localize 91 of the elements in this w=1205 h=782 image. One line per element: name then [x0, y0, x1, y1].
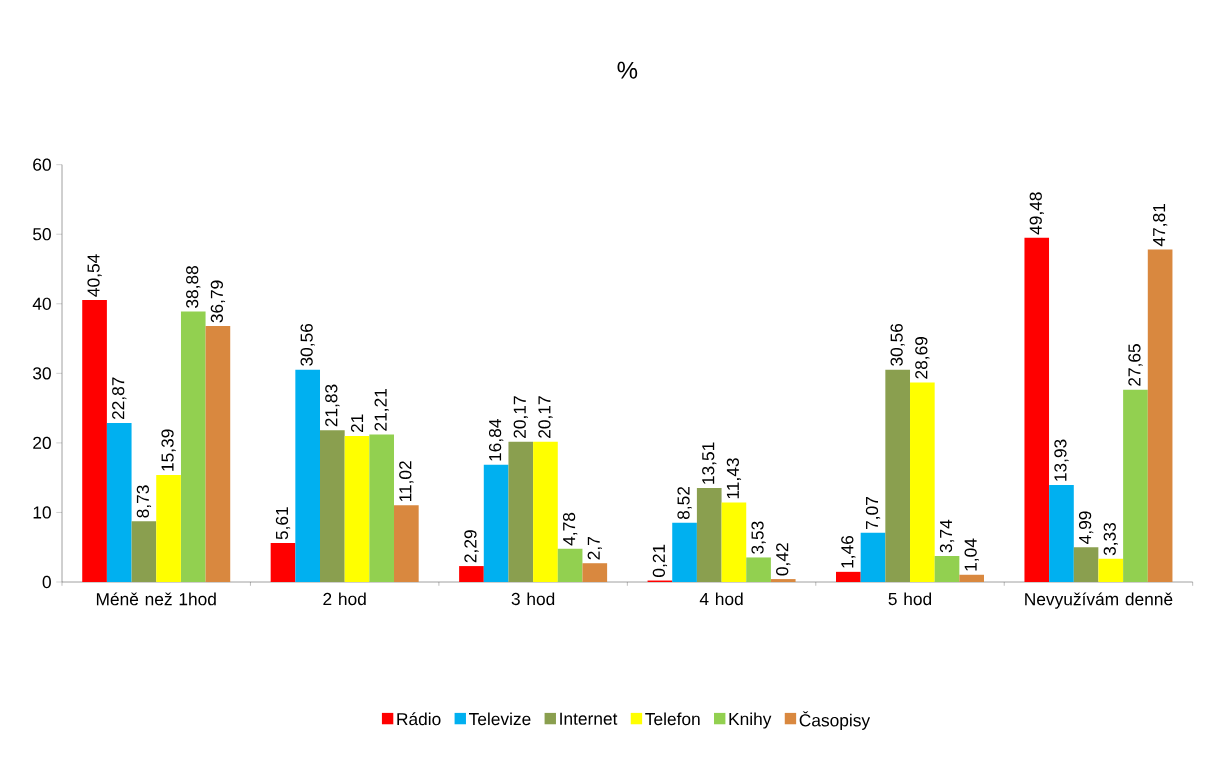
- bar: [344, 435, 370, 582]
- y-tick-label: 20: [33, 436, 51, 450]
- bar: [1049, 485, 1074, 582]
- data-label: 21,21: [374, 389, 389, 431]
- bar: [131, 521, 157, 582]
- data-label: 0,42: [776, 543, 791, 576]
- bar: [910, 382, 935, 582]
- data-label: 3,53: [751, 521, 766, 554]
- bar: [508, 441, 534, 582]
- x-tick-label: Nevyužívám denně: [1025, 592, 1173, 609]
- bar: [672, 522, 697, 582]
- x-tick-label: 5 hod: [888, 592, 932, 606]
- data-label: 36,79: [210, 280, 226, 323]
- data-label: 15,39: [161, 429, 176, 471]
- bar: [959, 574, 985, 582]
- bar: [320, 430, 345, 582]
- data-label: 11,43: [726, 458, 742, 499]
- data-label: 47,81: [1152, 203, 1168, 247]
- bar: [1098, 558, 1124, 582]
- x-tick-label: 4 hod: [699, 592, 743, 606]
- legend-label: Rádio: [397, 712, 441, 726]
- data-label: 4,78: [562, 512, 578, 546]
- bar: [1024, 237, 1050, 582]
- data-label: 8,52: [677, 486, 692, 520]
- data-label: 1,46: [841, 535, 856, 568]
- bar: [721, 502, 747, 582]
- bar: [533, 441, 558, 582]
- bar: [270, 542, 296, 582]
- data-label: 2,7: [587, 537, 602, 560]
- y-tick-label: 0: [42, 575, 51, 589]
- y-tick-label: 60: [33, 158, 51, 171]
- data-label: 49,48: [1029, 192, 1044, 235]
- bar: [1147, 249, 1173, 582]
- bar: [369, 434, 395, 582]
- data-label: 27,65: [1128, 344, 1143, 386]
- data-label: 40,54: [87, 254, 102, 297]
- y-tick-label: 10: [33, 506, 51, 519]
- y-tick-label: 50: [33, 228, 51, 241]
- data-label: 16,84: [488, 419, 504, 461]
- data-label: 13,51: [702, 442, 717, 484]
- bar: [82, 300, 107, 582]
- bar: [156, 474, 181, 582]
- data-label: 0,21: [652, 544, 668, 577]
- legend-label: Internet: [560, 712, 618, 725]
- bar: [557, 548, 583, 582]
- data-label: 2,29: [464, 530, 479, 563]
- bar: [885, 369, 911, 582]
- data-label: 21: [350, 414, 364, 433]
- data-label: 1,04: [964, 538, 979, 571]
- data-label: 13,93: [1054, 439, 1069, 481]
- bar: [582, 563, 608, 582]
- data-label: 22,87: [112, 377, 127, 420]
- data-label: 38,88: [186, 266, 201, 308]
- data-label: 28,69: [915, 336, 930, 379]
- x-tick-label: 3 hod: [511, 592, 555, 606]
- bar: [1123, 389, 1148, 582]
- bar: [934, 555, 960, 582]
- bar: [860, 532, 886, 582]
- data-label: 20,17: [538, 396, 553, 438]
- legend-label: Televize: [469, 712, 531, 726]
- bar: [836, 571, 861, 582]
- bar: [1073, 547, 1099, 582]
- data-label: 11,02: [399, 461, 414, 502]
- bar: [770, 579, 796, 582]
- bar: [746, 557, 771, 582]
- data-label: 3,74: [939, 519, 955, 553]
- bar: [205, 326, 231, 582]
- bar: [394, 505, 419, 582]
- data-label: 4,99: [1078, 511, 1094, 544]
- y-tick-label: 40: [32, 297, 51, 310]
- legend-label: Knihy: [729, 712, 772, 729]
- chart-title: %: [617, 61, 638, 79]
- data-label: 30,56: [890, 323, 905, 366]
- bar: [459, 566, 484, 582]
- legend-label: Telefon: [645, 712, 700, 726]
- data-label: 20,17: [513, 396, 528, 438]
- data-label: 21,83: [325, 384, 340, 427]
- data-label: 5,61: [275, 507, 291, 540]
- bar: [180, 311, 206, 582]
- data-label: 30,56: [300, 323, 315, 366]
- legend-label: Časopisy: [799, 711, 871, 730]
- x-tick-label: Méně než 1hod: [96, 592, 216, 606]
- x-tick-label: 2 hod: [323, 592, 366, 606]
- bar: [483, 464, 509, 582]
- bar: [696, 488, 722, 582]
- bar: [106, 422, 132, 582]
- data-label: 3,33: [1103, 522, 1118, 556]
- y-tick-label: 30: [32, 367, 51, 380]
- data-label: 8,73: [136, 485, 152, 518]
- data-label: 7,07: [865, 497, 881, 529]
- bar: [295, 369, 321, 582]
